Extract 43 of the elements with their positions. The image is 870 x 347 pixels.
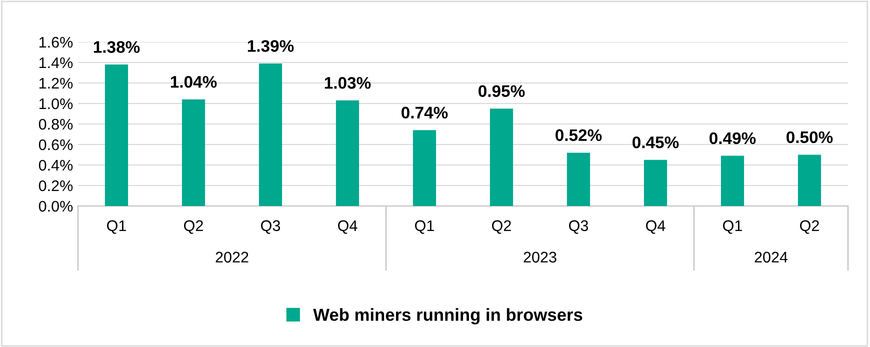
data-label: 1.04% <box>170 76 217 88</box>
y-tick-label: 1.6% <box>39 36 73 48</box>
data-label: 0.74% <box>402 106 448 119</box>
bar <box>336 100 360 206</box>
x-tick-label: Q2 <box>800 220 819 234</box>
text: 2023 <box>524 252 556 263</box>
data-label: 1.03% <box>324 76 371 89</box>
data-label: 0.95% <box>478 85 525 97</box>
data-label: 0.50% <box>786 131 833 144</box>
data-label: 1.38% <box>94 41 140 53</box>
x-tick-label: Q4 <box>338 220 358 234</box>
data-label: 0.45% <box>632 136 679 148</box>
text: 2024 <box>754 252 788 263</box>
y-tick-label: 1.0% <box>39 98 73 110</box>
x-tick-label: Q2 <box>492 220 511 234</box>
data-label: 0.52% <box>556 129 602 142</box>
data-label: 0.49% <box>710 132 756 144</box>
bar <box>566 152 590 206</box>
bar <box>258 64 282 206</box>
legend-label: Web miners running in browsers <box>313 308 582 324</box>
bar <box>490 108 514 206</box>
y-tick-label: 0.2% <box>38 180 73 192</box>
bar <box>644 160 668 206</box>
x-tick-label: Q3 <box>261 220 280 234</box>
x-tick-label: Q1 <box>415 220 434 234</box>
bar <box>182 99 206 206</box>
x-tick-label: Q1 <box>107 220 126 234</box>
bar <box>412 130 436 206</box>
x-tick-label: Q4 <box>646 220 666 234</box>
bar <box>798 154 822 206</box>
x-tick-label: Q2 <box>184 220 203 234</box>
y-tick-label: 1.2% <box>39 78 73 89</box>
y-tick-label: 0.6% <box>38 139 73 150</box>
bar <box>720 156 744 206</box>
text: 2022 <box>216 252 248 263</box>
data-label: 1.39% <box>248 40 294 52</box>
bar <box>104 64 128 206</box>
y-tick-label: 1.4% <box>39 57 73 68</box>
y-tick-label: 0.8% <box>38 118 73 130</box>
x-tick-label: Q3 <box>569 220 588 234</box>
x-tick-label: Q1 <box>723 220 742 234</box>
y-tick-label: 0.4% <box>38 160 73 171</box>
y-tick-label: 0.0% <box>38 200 73 212</box>
